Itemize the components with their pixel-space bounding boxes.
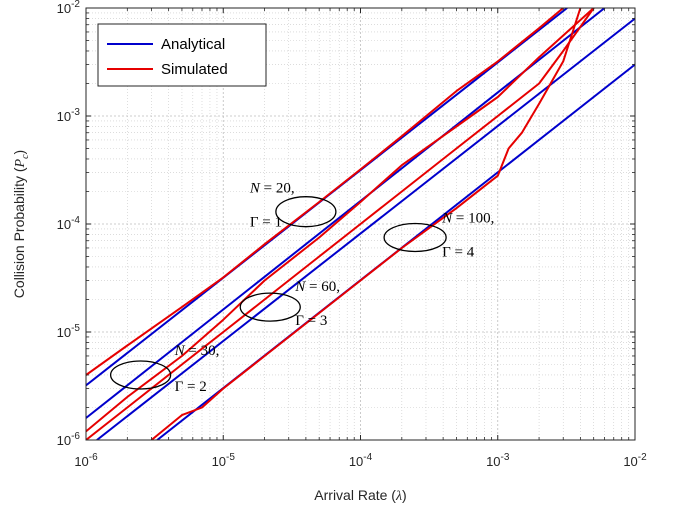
annotation-label-line1: N = 60,: [294, 279, 340, 295]
x-tick-label: 10-4: [349, 452, 373, 469]
annotation-label-line2: Γ = 4: [442, 244, 475, 260]
y-tick-label: 10-3: [57, 107, 81, 124]
annotation-label-line1: N = 30,: [174, 343, 220, 359]
simulated-line-n-100-4: [150, 8, 582, 440]
x-tick-label: 10-3: [486, 452, 510, 469]
x-tick-label: 10-5: [212, 452, 236, 469]
simulated-line-n-30-2: [86, 8, 595, 433]
annotation-label-line1: N = 100,: [441, 210, 494, 226]
legend: Analytical Simulated: [97, 23, 267, 87]
annotation-label-line2: Γ = 2: [175, 379, 207, 395]
y-tick-label: 10-2: [57, 0, 81, 16]
x-tick-label: 10-6: [74, 452, 98, 469]
annotation-ellipse: [109, 360, 172, 390]
analytical-line-n-60-3: [96, 17, 635, 440]
annotation-ellipse: [239, 292, 301, 322]
y-tick-label: 10-6: [57, 431, 81, 448]
x-tick-label: 10-2: [623, 452, 647, 469]
legend-label-simulated: Simulated: [161, 61, 228, 78]
annotations: N = 20, Γ = 1 N = 30, Γ = 2 N = 60, Γ = 3 N = …: [109, 181, 494, 395]
axis-ticks: 10-6 10-5 10-4 10-3 10-2 10-6 10-5 10-4 10-3 10-2: [57, 0, 647, 469]
simulated-line-n-20-1: [86, 8, 564, 376]
annotation-ellipse: [275, 196, 337, 228]
y-tick-label: 10-4: [57, 215, 81, 232]
legend-label-analytical: Analytical: [161, 36, 225, 53]
annotation-ellipse: [383, 222, 447, 253]
annotation-label-line2: Γ = 3: [295, 313, 327, 329]
x-axis-label: Arrival Rate (λ): [314, 487, 406, 504]
y-axis-label: Collision Probability (Pc): [11, 150, 31, 298]
legend-box: [97, 23, 267, 87]
annotation-label-line2: Γ = 1: [250, 215, 282, 231]
y-tick-label: 10-5: [57, 323, 81, 340]
simulated-line-n-60-3: [86, 8, 595, 440]
annotation-label-line1: N = 20,: [249, 181, 295, 197]
series-lines: [86, 8, 635, 440]
